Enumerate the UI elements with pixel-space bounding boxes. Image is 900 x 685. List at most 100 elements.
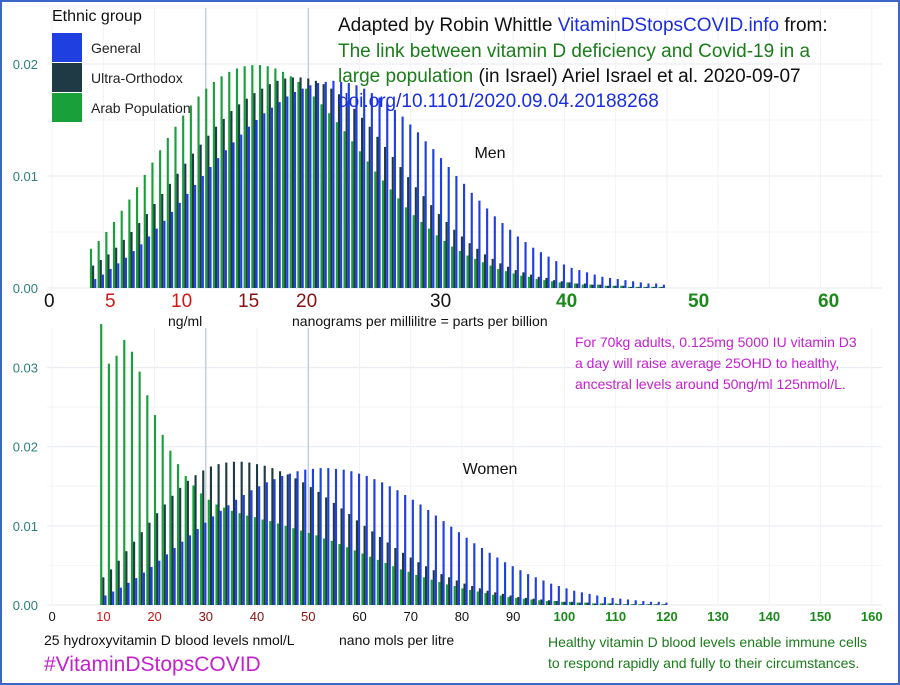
x-tick-label: 150	[810, 609, 832, 624]
bar-ultra-orthodox	[537, 276, 540, 288]
bar-general	[373, 479, 376, 605]
bar-general	[327, 468, 330, 605]
bar-general	[532, 247, 535, 288]
panel-title: Women	[463, 461, 518, 478]
bar-arab-population	[230, 510, 233, 605]
bar-arab-population	[322, 538, 326, 605]
dosage-note-line2: a day will raise average 25OHD to health…	[575, 355, 840, 371]
bar-arab-population	[468, 589, 472, 605]
bar-arab-population	[205, 88, 208, 288]
bar-ultra-orthodox	[102, 577, 105, 605]
bar-ultra-orthodox	[609, 603, 612, 605]
bar-arab-population	[489, 265, 492, 288]
bar-arab-population	[612, 285, 615, 288]
bar-ultra-orthodox	[122, 239, 125, 288]
bar-ultra-orthodox	[391, 156, 394, 288]
bar-general	[496, 557, 499, 605]
bar-general	[611, 597, 614, 605]
bar-arab-population	[550, 281, 554, 288]
bar-general	[562, 264, 566, 288]
bar-arab-population	[381, 180, 385, 288]
bar-general	[411, 499, 414, 605]
bar-ultra-orthodox	[133, 541, 136, 605]
bar-ultra-orthodox	[330, 88, 333, 288]
bar-general	[265, 482, 268, 605]
bar-arab-population	[105, 232, 108, 288]
footer-note-line2: to respond rapidly and fully to their ci…	[548, 655, 860, 671]
bar-ultra-orthodox	[555, 601, 558, 605]
bar-general	[439, 158, 443, 288]
y-tick-label: 0.01	[13, 519, 38, 534]
bar-arab-population	[161, 434, 164, 605]
bar-arab-population	[261, 519, 264, 605]
bar-arab-population	[253, 517, 256, 605]
bar-arab-population	[630, 604, 633, 605]
bar-general	[357, 473, 361, 605]
bar-general	[288, 473, 291, 605]
bar-arab-population	[407, 571, 410, 605]
bar-ultra-orthodox	[332, 502, 335, 605]
x-tick-label: 120	[656, 609, 678, 624]
bar-general	[619, 598, 622, 605]
bar-ultra-orthodox	[440, 574, 443, 605]
bar-general	[171, 211, 174, 288]
bar-arab-population	[215, 504, 218, 605]
bar-arab-population	[366, 161, 369, 288]
bar-arab-population	[497, 268, 500, 288]
bar-general	[657, 601, 660, 605]
bar-general	[319, 468, 322, 605]
bar-general	[427, 510, 430, 605]
bar-general	[378, 97, 381, 288]
bar-ultra-orthodox	[394, 548, 397, 605]
bar-ultra-orthodox	[271, 468, 274, 605]
bar-ultra-orthodox	[640, 604, 643, 605]
bar-ultra-orthodox	[363, 525, 366, 605]
bar-ultra-orthodox	[401, 552, 405, 605]
bar-arab-population	[392, 566, 395, 605]
bar-general	[434, 515, 437, 605]
bar-general	[127, 582, 130, 605]
bar-arab-population	[384, 563, 387, 605]
bar-general	[240, 134, 243, 288]
bar-arab-population	[312, 96, 315, 288]
bar-arab-population	[238, 513, 241, 605]
bar-general	[596, 595, 599, 605]
bar-arab-population	[614, 603, 618, 605]
bar-arab-population	[650, 286, 653, 288]
bar-arab-population	[404, 207, 408, 288]
bar-ultra-orthodox	[376, 136, 379, 288]
bar-ultra-orthodox	[460, 236, 463, 288]
bar-general	[516, 236, 519, 288]
bar-general	[580, 592, 583, 605]
header-doi-link[interactable]: doi.org/10.1101/2020.09.04.20188268	[338, 91, 659, 112]
header-line1-prefix: Adapted by Robin Whittle	[338, 15, 558, 36]
bar-arab-population	[128, 199, 131, 288]
bar-arab-population	[599, 603, 602, 605]
bar-general	[539, 252, 542, 288]
bar-ultra-orthodox	[171, 495, 174, 605]
bar-arab-population	[568, 601, 572, 605]
bar-ultra-orthodox	[240, 461, 243, 605]
bar-general	[334, 468, 338, 605]
x-tick-label: 140	[758, 609, 780, 624]
bar-ultra-orthodox	[232, 461, 236, 605]
bar-ultra-orthodox	[553, 280, 556, 288]
bar-arab-population	[374, 171, 377, 288]
bar-general	[173, 548, 176, 605]
bar-general	[534, 577, 537, 605]
bar-arab-population	[184, 476, 187, 605]
header-site-link[interactable]: VitaminDStopsCOVID.info	[557, 15, 780, 36]
bar-ultra-orthodox	[130, 232, 133, 288]
bar-general	[247, 126, 250, 288]
bar-ultra-orthodox	[409, 557, 412, 605]
bar-arab-population	[212, 81, 215, 288]
bar-ultra-orthodox	[156, 513, 159, 605]
bar-ultra-orthodox	[145, 214, 148, 288]
bar-general	[355, 85, 358, 288]
bar-general	[119, 587, 122, 605]
bar-arab-population	[228, 71, 231, 288]
bar-ultra-orthodox	[399, 167, 402, 288]
bar-arab-population	[643, 286, 646, 288]
panel-title: Men	[474, 145, 505, 162]
bar-ultra-orthodox	[286, 474, 289, 605]
